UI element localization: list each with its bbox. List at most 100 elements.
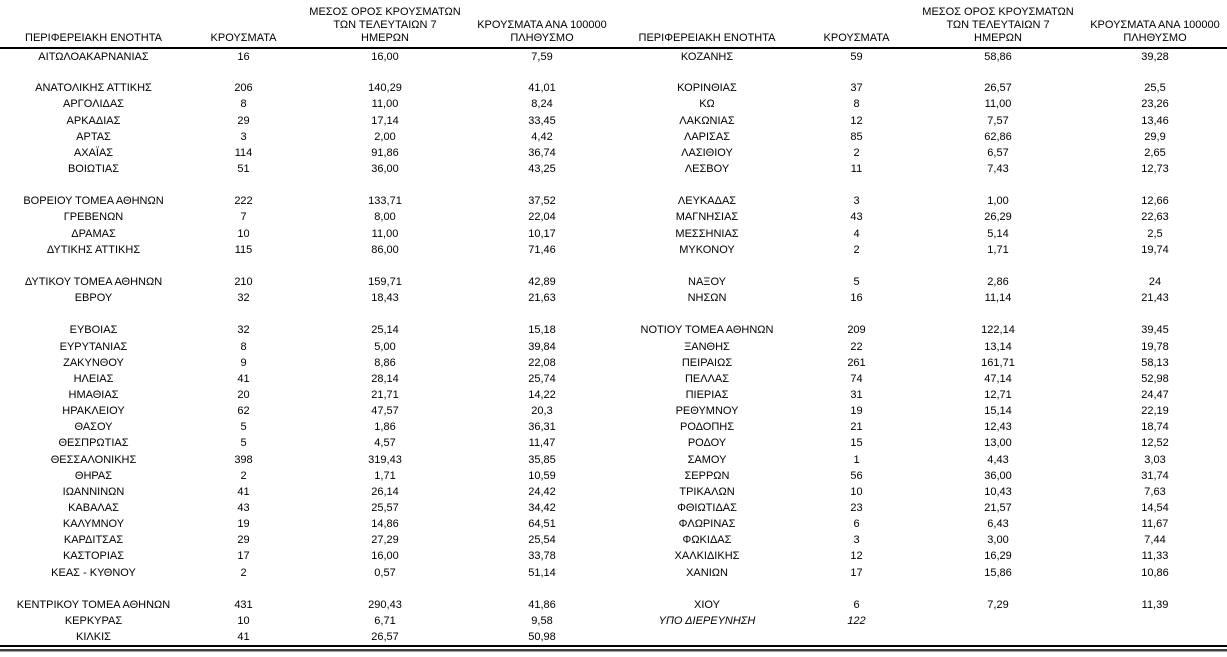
cell-region: ΗΜΑΘΙΑΣ [68,389,119,402]
cell-per100k: 22,04 [528,211,556,224]
cell-cases [800,177,913,193]
cell-region: ΜΑΓΝΗΣΙΑΣ [675,211,739,224]
cell-region: ΡΟΔΟΥ [687,437,727,450]
header-label: ΠΕΡΙΦΕΡΕΙΑΚΗ ΕΝΟΤΗΤΑ [638,32,776,44]
cell-cases: 5 [240,421,247,434]
header-label-line: ΠΛΗΘΥΣΜΟ [510,32,574,44]
header-label-line: ΗΜΕΡΩΝ [974,32,1022,44]
table-row: ΚΑΣΤΟΡΙΑΣ 17 16,00 33,78 ΧΑΛΚΙΔΙΚΗΣ 12 16,29 11… [0,548,1227,564]
cell-region [614,306,800,322]
cell-region: ΦΛΩΡΙΝΑΣ [678,518,736,531]
header-label: ΠΕΡΙΦΕΡΕΙΑΚΗ ΕΝΟΤΗΤΑ [25,32,162,44]
cell-region: ΧΑΝΙΩΝ [686,566,728,579]
cell-avg7: 10,43 [984,485,1012,498]
cell-region: ΠΕΙΡΑΙΩΣ [681,356,733,369]
cell-cases: 206 [234,82,253,95]
cell-region: ΕΥΡΥΤΑΝΙΑΣ [59,340,128,353]
cell-cases [800,258,913,274]
cell-cases: 23 [850,502,863,514]
cell-avg7 [913,64,1083,80]
cell-cases: 2 [240,469,247,482]
cell-avg7 [913,306,1083,322]
cell-cases: 85 [850,130,863,143]
cell-region: ΚΕΡΚΥΡΑΣ [64,614,123,627]
table-header: ΠΕΡΙΦΕΡΕΙΑΚΗ ΕΝΟΤΗΤΑ ΚΡΟΥΣΜΑΤΑ ΜΕΣΟΣ ΟΡΟ… [0,0,1227,49]
cell-region [614,258,800,274]
header-label-line: ΤΩΝ ΤΕΛΕΥΤΑΙΩΝ 7 [946,19,1050,31]
table-row: ΘΕΣΣΑΛΟΝΙΚΗΣ 398 319,43 35,85 ΣΑΜΟΥ 1 4,43 3,03 [0,452,1227,468]
cell-avg7: 12,71 [984,389,1012,402]
cell-per100k: 10,59 [528,469,556,482]
cell-avg7: 4,57 [374,437,396,450]
cell-per100k: 21,63 [528,292,556,305]
table-row: ΔΥΤΙΚΗΣ ΑΤΤΙΚΗΣ 115 86,00 71,46 ΜΥΚΟΝΟΥ 2 1,71… [0,242,1227,258]
table-row: ΒΟΙΩΤΙΑΣ 51 36,00 43,25 ΛΕΣΒΟΥ 11 7,43 12,73 [0,161,1227,177]
cell-cases: 114 [234,146,253,159]
column-header-cases-right: ΚΡΟΥΣΜΑΤΑ [800,0,913,49]
cell-cases: 17 [850,566,863,579]
cell-cases: 7 [240,211,247,224]
cell-avg7 [913,629,1083,645]
table-row: ΕΒΡΟΥ 32 18,43 21,63 ΝΗΣΩΝ 16 11,14 21,43 [0,290,1227,306]
cell-cases: 21 [850,421,863,434]
cell-per100k [470,64,614,80]
cell-region: ΤΡΙΚΑΛΩΝ [679,485,735,498]
cell-avg7: 1,71 [987,243,1009,256]
table-row: ΚΑΛΥΜΝΟΥ 19 14,86 64,51 ΦΛΩΡΙΝΑΣ 6 6,43 11,67 [0,516,1227,532]
cell-region: ΕΥΒΟΙΑΣ [69,324,118,337]
cell-per100k: 33,78 [528,550,556,563]
cell-avg7: 15,86 [984,566,1012,579]
cell-per100k: 25,74 [528,372,556,385]
table-row: ΑΡΓΟΛΙΔΑΣ 8 11,00 8,24 ΚΩ 8 11,00 23,26 [0,96,1227,112]
cell-region: ΓΡΕΒΕΝΩΝ [63,211,124,224]
cell-region: ΔΥΤΙΚΟΥ ΤΟΜΕΑ ΑΘΗΝΩΝ [24,276,163,289]
cell-per100k: 25,54 [528,534,556,547]
cell-avg7 [913,177,1083,193]
cell-per100k: 13,46 [1141,114,1169,127]
header-label-line: ΤΩΝ ΤΕΛΕΥΤΑΙΩΝ 7 [333,19,437,31]
cell-region: ΒΟΡΕΙΟΥ ΤΟΜΕΑ ΑΘΗΝΩΝ [23,195,164,208]
cell-cases: 5 [853,276,860,289]
cell-per100k: 14,22 [528,389,556,402]
cell-region: ΗΡΑΚΛΕΙΟΥ [62,405,125,418]
table-row: ΚΕΑΣ - ΚΥΘΝΟΥ 2 0,57 51,14 ΧΑΝΙΩΝ 17 15,86 10,8… [0,565,1227,581]
cell-avg7: 12,43 [984,421,1012,434]
cell-per100k: 15,18 [528,324,556,337]
cell-per100k: 71,46 [528,243,556,256]
cell-per100k: 18,74 [1141,421,1169,434]
cell-cases [187,177,300,193]
cell-region: ΑΡΤΑΣ [76,130,111,143]
cell-cases: 10 [850,485,863,498]
cell-region: ΡΕΘΥΜΝΟΥ [675,405,739,418]
cell-per100k: 43,25 [528,163,556,176]
table-bottom-rule-top [0,645,1227,648]
cell-per100k: 33,45 [528,114,556,127]
header-label-line: ΜΕΣΟΣ ΟΡΟΣ ΚΡΟΥΣΜΑΤΩΝ [309,6,461,18]
column-header-per100k-right: ΚΡΟΥΣΜΑΤΑ ΑΝΑ 100000 ΠΛΗΘΥΣΜΟ [1083,0,1227,49]
cell-per100k: 35,85 [528,453,556,466]
cell-avg7: 8,86 [374,356,396,369]
cell-cases: 3 [853,534,860,547]
cell-avg7: 36,00 [371,163,399,176]
cell-avg7: 11,14 [984,292,1012,305]
cell-avg7 [300,306,470,322]
table-row: ΚΙΛΚΙΣ 41 26,57 50,98 [0,629,1227,645]
cell-avg7: 91,86 [371,146,399,159]
cell-avg7 [300,581,470,597]
cell-avg7: 18,43 [371,292,399,305]
cell-region: ΜΕΣΣΗΝΙΑΣ [675,227,739,240]
cell-per100k [1083,177,1227,193]
cell-avg7: 290,43 [368,598,402,611]
cell-per100k: 3,03 [1144,453,1166,466]
cell-per100k: 20,3 [531,405,553,418]
cell-per100k: 39,45 [1141,324,1169,337]
cell-avg7: 319,43 [368,453,402,466]
cell-region [614,581,800,597]
table-row: ΒΟΡΕΙΟΥ ΤΟΜΕΑ ΑΘΗΝΩΝ 222 133,71 37,52 ΛΕΥΚΑΔ… [0,193,1227,209]
cell-per100k: 24,42 [528,485,556,498]
header-label-line: ΚΡΟΥΣΜΑΤΑ ΑΝΑ 100000 [477,19,607,31]
cell-avg7: 7,43 [987,163,1009,176]
table-row: ΙΩΑΝΝΙΝΩΝ 41 26,14 24,42 ΤΡΙΚΑΛΩΝ 10 10,43 7,63 [0,484,1227,500]
table-row [0,64,1227,80]
header-label-line: ΗΜΕΡΩΝ [361,32,409,44]
